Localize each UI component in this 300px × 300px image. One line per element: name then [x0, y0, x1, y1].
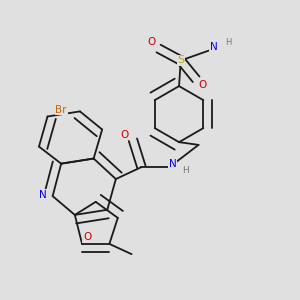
Text: H: H: [182, 166, 189, 175]
Text: O: O: [83, 232, 91, 242]
Text: Br: Br: [56, 105, 67, 115]
Text: O: O: [148, 38, 156, 47]
Text: N: N: [39, 190, 47, 200]
Text: S: S: [177, 56, 184, 65]
Text: N: N: [169, 159, 177, 169]
Text: N: N: [210, 42, 218, 52]
Text: O: O: [120, 130, 128, 140]
Text: H: H: [225, 38, 231, 47]
Text: O: O: [199, 80, 207, 90]
